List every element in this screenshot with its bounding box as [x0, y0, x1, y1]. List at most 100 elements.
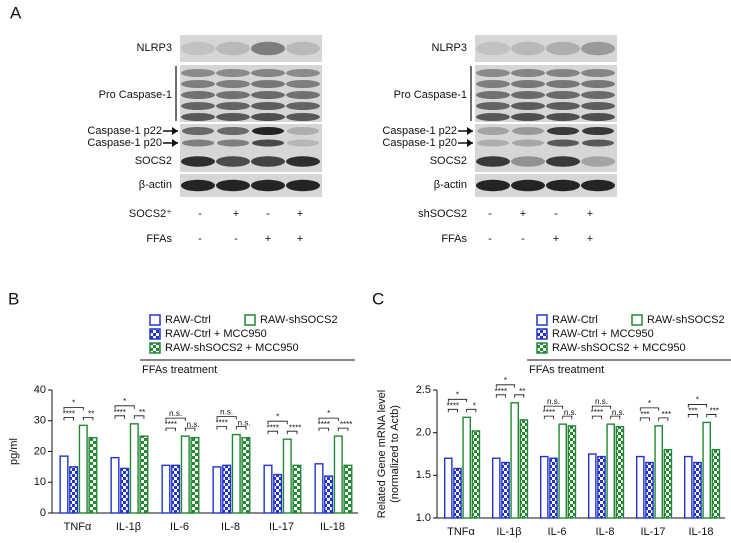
treatment-sign: +: [587, 208, 593, 220]
blot-band: [182, 139, 214, 147]
significance-label: ****: [63, 409, 75, 418]
bar: [324, 475, 334, 514]
significance-label: *: [504, 376, 507, 385]
significance-label: **: [519, 387, 525, 396]
panel-label: A: [10, 3, 22, 22]
significance-label: ****: [543, 408, 555, 417]
treatment-sign: -: [198, 233, 202, 245]
significance-bracket: [216, 416, 237, 420]
significance-label: n.s.: [169, 409, 182, 418]
significance-bracket: [687, 404, 708, 408]
x-tick-label: IL-17: [269, 521, 294, 533]
significance-bracket: [639, 407, 660, 411]
blot-band: [252, 127, 284, 135]
blot-band: [581, 91, 615, 99]
bar: [587, 453, 597, 519]
blot-band: [547, 127, 579, 135]
blot-band: [511, 69, 545, 77]
significance-label: *: [696, 396, 699, 405]
blot-band: [582, 127, 614, 135]
x-tick-label: IL-17: [640, 526, 665, 538]
x-tick-label: TNFα: [64, 521, 92, 533]
significance-bracket: [591, 415, 602, 420]
bar: [129, 423, 139, 514]
significance-bracket: [562, 415, 573, 420]
significance-label: ****: [447, 401, 459, 410]
legend-swatch: [149, 328, 161, 340]
bar: [711, 449, 721, 519]
significance-label: n.s.: [220, 408, 233, 417]
significance-bracket: [184, 427, 196, 432]
bar: [567, 425, 577, 519]
blot-band: [546, 102, 580, 110]
legend-note: FFAs treatment: [529, 364, 604, 376]
treatment-sign: -: [266, 208, 270, 220]
blot-band: [287, 139, 319, 147]
significance-bracket: [495, 384, 516, 388]
bar: [471, 430, 481, 519]
blot-strip: [180, 35, 322, 62]
blot-band: [582, 139, 614, 147]
bar: [453, 467, 462, 519]
blot-band: [251, 156, 285, 167]
blot-band: [216, 91, 250, 99]
y-tick-label: 2.0: [416, 427, 431, 439]
blot-band: [581, 41, 615, 56]
significance-label: ****: [591, 408, 603, 417]
bar: [222, 464, 232, 514]
y-tick-label: 2.5: [416, 384, 431, 396]
treatment-label: FFAs: [441, 233, 467, 245]
blot-band: [216, 179, 250, 192]
blot-band: [546, 91, 580, 99]
bar: [190, 436, 200, 514]
treatment-label: FFAs: [146, 233, 172, 245]
significance-label: ****: [340, 420, 352, 429]
legend-swatch: [244, 314, 256, 326]
legend-label: RAW-Ctrl + MCC950: [165, 328, 267, 340]
blot-band: [511, 113, 545, 121]
legend-swatch: [536, 314, 548, 326]
x-tick-label: TNFα: [447, 526, 475, 538]
blot-band: [286, 156, 320, 167]
significance-bracket: [318, 427, 330, 432]
blot-band: [181, 179, 215, 192]
bar: [606, 423, 615, 519]
y-tick-label: 10: [34, 476, 46, 488]
blot-band: [286, 179, 320, 192]
significance-label: *: [327, 409, 330, 418]
significance-label: ****: [267, 423, 279, 432]
blot-row-label: SOCS2: [430, 155, 467, 167]
bar: [333, 435, 343, 514]
bar: [120, 467, 130, 514]
significance-label: *: [276, 412, 279, 421]
blot-band: [581, 179, 615, 192]
blot-row-label: Caspase-1 p20: [382, 137, 457, 149]
bar: [139, 435, 149, 514]
significance-bracket: [216, 426, 228, 430]
blot-band: [182, 127, 214, 135]
significance-bracket: [543, 415, 554, 420]
significance-bracket: [114, 415, 126, 419]
bar: [88, 436, 98, 514]
bar: [343, 464, 353, 514]
blot-band: [546, 41, 580, 56]
x-tick-label: IL-1β: [496, 526, 521, 538]
blot-row-label: Caspase-1 p22: [382, 125, 457, 137]
bar: [161, 464, 171, 514]
significance-label: ***: [662, 410, 671, 419]
blot-band: [512, 127, 544, 135]
blot-band: [251, 41, 285, 56]
blot-band: [286, 113, 320, 121]
bar: [597, 455, 606, 519]
significance-bracket: [495, 394, 506, 398]
blot-row-label: NLRP3: [432, 42, 467, 54]
blot-band: [216, 69, 250, 77]
blot-band: [216, 102, 250, 110]
significance-bracket: [591, 405, 612, 410]
bar: [78, 424, 88, 514]
legend-label: RAW-shSOCS2: [260, 314, 338, 326]
bar: [212, 466, 222, 514]
significance-bracket: [235, 426, 247, 430]
bar: [654, 425, 663, 519]
blot-band: [251, 102, 285, 110]
